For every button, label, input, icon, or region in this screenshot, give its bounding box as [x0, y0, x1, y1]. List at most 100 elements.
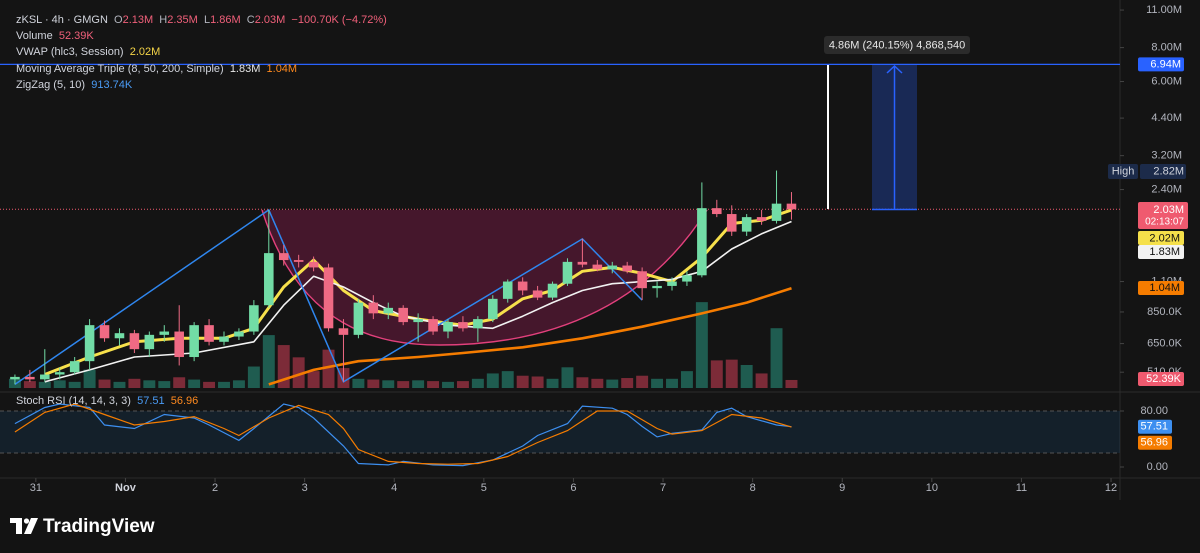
candle-body — [69, 361, 80, 373]
volume-bar — [188, 379, 201, 388]
high-value-box — [1140, 164, 1186, 179]
volume-bar — [412, 380, 425, 388]
indicator-name: Moving Average Triple (8, 50, 200, Simpl… — [16, 62, 224, 75]
volume-bar — [591, 378, 604, 388]
legend: zKSL · 4h · GMGN O2.13M H2.35M L1.86M C2… — [16, 12, 387, 93]
y-tick-label: 6.00M — [1151, 75, 1182, 87]
ma-slow-label-box — [1138, 281, 1184, 295]
candle-body — [637, 271, 647, 289]
candle-body — [40, 374, 50, 380]
x-tick-label: 31 — [30, 482, 42, 494]
candle-body — [234, 331, 244, 337]
legend-symbol-row: zKSL · 4h · GMGN O2.13M H2.35M L1.86M C2… — [16, 12, 387, 28]
candle-body — [502, 281, 513, 299]
candle-body — [697, 208, 707, 276]
stoch-k-label: 57.51 — [1140, 421, 1168, 433]
candle-body — [114, 333, 125, 339]
stoch-tick-label: 0.00 — [1147, 461, 1168, 473]
ohlc-key: L — [203, 14, 211, 26]
volume-bar — [83, 369, 96, 388]
volume-bar — [53, 380, 66, 388]
x-tick-label: 3 — [302, 482, 308, 494]
volume-bar — [680, 371, 693, 388]
candle-body — [488, 298, 498, 320]
volume-bar — [307, 371, 320, 388]
brand: TradingView — [43, 516, 155, 537]
candle-body — [622, 265, 632, 272]
candle-body — [428, 319, 438, 332]
ohlc-value: 2.35M — [167, 14, 198, 26]
candle-body — [741, 217, 752, 232]
indicator-name: Volume — [16, 30, 53, 43]
candle-body — [652, 285, 662, 289]
volume-bar — [277, 345, 290, 388]
volume-bar — [710, 360, 723, 388]
volume-bar — [128, 378, 141, 388]
volume-label-box — [1138, 372, 1184, 386]
measure-label-box — [824, 36, 970, 54]
indicator-value: 2.02M — [129, 46, 161, 59]
cup-curve — [261, 209, 708, 346]
volume-bar — [471, 378, 484, 388]
x-tick-label: 4 — [391, 482, 397, 494]
ohlc-key: O — [114, 14, 123, 26]
volume-bar — [232, 380, 245, 388]
volume-bar — [666, 378, 678, 388]
candle-body — [547, 283, 558, 298]
x-tick-label: 7 — [660, 482, 666, 494]
legend-vwap-row: VWAP (hlc3, Session) 2.02M — [16, 44, 387, 60]
volume-bar — [68, 381, 81, 388]
volume-bar — [695, 302, 708, 388]
candle-body — [204, 325, 214, 342]
symbol: zKSL · 4h · GMGN — [16, 14, 108, 26]
volume-bar — [158, 381, 171, 388]
candle-body — [368, 302, 379, 314]
volume-bar — [427, 381, 440, 388]
y-tick-label: 650.0K — [1147, 337, 1183, 349]
footer-background — [0, 500, 1200, 553]
high-label: High — [1112, 165, 1135, 177]
legend-ma-row: Moving Average Triple (8, 50, 200, Simpl… — [16, 61, 387, 77]
candle-body — [323, 267, 334, 329]
volume-bar — [23, 381, 36, 388]
ohlc-value: 2.13M — [122, 14, 154, 26]
y-tick-label: 4.40M — [1151, 112, 1182, 124]
high-label-box — [1108, 164, 1138, 179]
candle-body — [517, 281, 528, 291]
candle-body — [712, 208, 722, 215]
candle-body — [607, 265, 618, 270]
volume-bar — [352, 378, 365, 388]
volume-bar — [785, 379, 798, 388]
candle-body — [338, 328, 349, 335]
logo-t — [10, 518, 22, 534]
stoch-line — [14, 403, 792, 465]
volume-bar — [486, 373, 499, 388]
candle-body — [249, 305, 259, 332]
indicator-name: Stoch RSI (14, 14, 3, 3) — [16, 395, 131, 407]
candle-body — [562, 261, 573, 284]
indicator-value: 56.96 — [170, 395, 199, 407]
candle-body — [756, 217, 767, 221]
high-value: 2.82M — [1153, 165, 1184, 177]
stoch-tick-label: 80.00 — [1140, 405, 1168, 417]
chart-background — [0, 0, 1200, 500]
y-tick-label: 2.40M — [1151, 183, 1182, 195]
candle-body — [353, 302, 364, 335]
x-tick-label: 12 — [1105, 482, 1117, 494]
candle-body — [577, 261, 588, 265]
candle-body — [129, 333, 140, 350]
hline-label-box — [1138, 57, 1184, 72]
candle-body — [682, 275, 692, 282]
volume-bar — [456, 381, 469, 388]
candle-body — [726, 214, 737, 232]
volume-bar — [367, 379, 380, 388]
x-tick-label: 10 — [926, 482, 938, 494]
volume-bar — [606, 379, 619, 388]
candle-body — [667, 281, 677, 286]
candle-layer — [10, 170, 797, 385]
volume-bar — [98, 379, 111, 388]
volume-label: 52.39K — [1146, 373, 1182, 385]
legend-zigzag-row: ZigZag (5, 10) 913.74K — [16, 77, 387, 93]
